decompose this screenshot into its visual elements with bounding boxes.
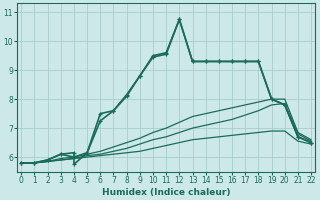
X-axis label: Humidex (Indice chaleur): Humidex (Indice chaleur) xyxy=(102,188,230,197)
